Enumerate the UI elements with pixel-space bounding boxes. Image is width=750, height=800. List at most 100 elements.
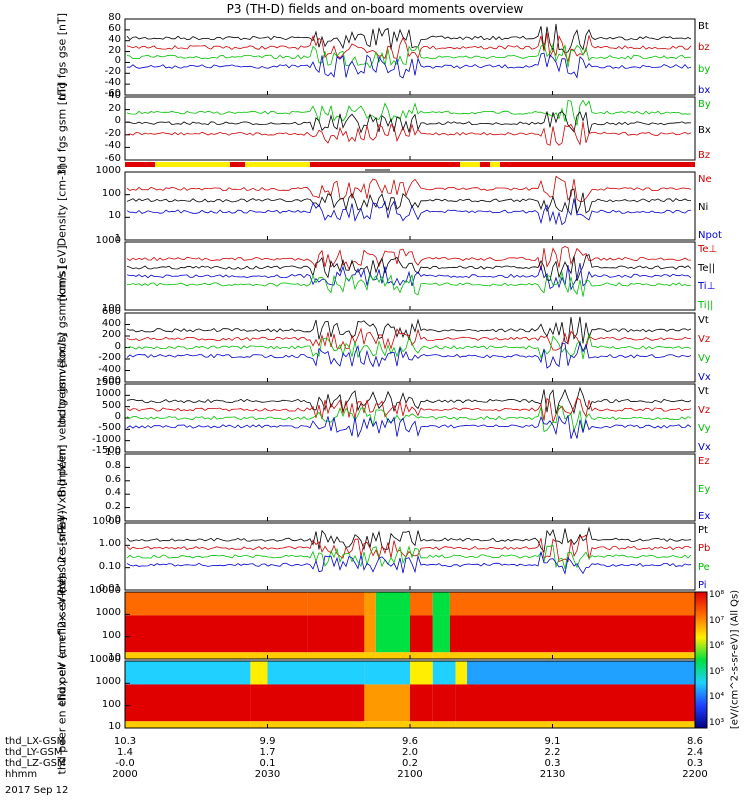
xrow-value-3-1: 2030	[254, 769, 281, 780]
series-4-3	[126, 341, 692, 369]
legend-5-3: Vx	[698, 442, 711, 453]
legend-4-3: Vx	[698, 372, 711, 383]
ytick-label-0-4: 0	[114, 55, 121, 67]
xrow-value-1-0: 1.4	[117, 747, 133, 758]
legend-6-1: Ey	[698, 483, 711, 495]
ytick-label-1-2: 0	[114, 115, 121, 127]
series-7-3	[126, 551, 692, 575]
panel-frame-2	[124, 171, 696, 241]
ytick-label-7-1: 1.00	[98, 538, 121, 550]
legend-4-1: Vz	[698, 334, 711, 345]
xrow-value-2-4: 0.3	[687, 758, 703, 769]
panel-frame-7	[124, 522, 696, 591]
date-label: 2017 Sep 12	[5, 785, 69, 796]
legend-3-3: Ti||	[698, 300, 714, 311]
ytick-label-5-0: 1500	[95, 377, 121, 388]
colorbar-tick-2: 10⁶	[709, 641, 725, 652]
legend-0-2: by	[698, 63, 711, 75]
panel-frame-0	[124, 18, 696, 96]
xrow-value-2-1: 0.1	[259, 758, 276, 769]
series-0-2	[126, 42, 692, 69]
flag-bar-segment-3	[245, 162, 310, 167]
xrow-value-2-2: 0.2	[402, 758, 418, 769]
spectrogram-9	[125, 661, 695, 728]
legend-7-3: Pi	[698, 580, 707, 591]
panel-frame-4	[124, 312, 696, 383]
ytick-label-8-2: 100	[101, 629, 121, 641]
legend-5-1: Vz	[698, 404, 711, 416]
xrow-value-2-3: 0.3	[544, 758, 561, 769]
colorbar-label: [eV/(cm^2-s-sr-eV)] (All Qs)	[729, 589, 741, 730]
ytick-label-9-0: 10000	[89, 654, 121, 665]
ytick-label-0-1: 60	[108, 22, 121, 34]
series-0-3	[127, 52, 692, 79]
flag-bar-segment-7	[490, 162, 500, 167]
ytick-label-3-1: 100	[101, 303, 121, 314]
flag-bar-segment-0	[125, 162, 155, 167]
ytick-label-4-0: 600	[101, 306, 121, 317]
series-3-0	[126, 246, 692, 271]
series-0-0	[126, 23, 692, 54]
ytick-label-2-1: 100	[101, 187, 121, 199]
xrow-value-0-0: 10.3	[113, 736, 137, 747]
xrow-value-1-3: 2.2	[544, 747, 561, 758]
ytick-label-7-2: 0.10	[98, 560, 121, 572]
legend-1-2: Bz	[698, 150, 711, 161]
ytick-label-6-5: 0.0	[105, 514, 121, 525]
xrow-value-0-2: 9.6	[402, 736, 418, 747]
ytick-label-6-3: 0.4	[105, 487, 121, 499]
xrow-value-0-4: 8.6	[687, 736, 703, 747]
colorbar-tick-5: 10³	[709, 718, 725, 728]
series-1-0	[126, 99, 692, 127]
flag-bar-segment-5	[460, 162, 480, 167]
legend-2-2: Npot	[698, 230, 722, 241]
ytick-label-1-0: 40	[108, 90, 121, 101]
ytick-label-4-4: -200	[98, 352, 121, 363]
series-0-1	[126, 32, 692, 63]
colorbar-tick-4: 10⁴	[709, 692, 725, 703]
legend-6-2: Ex	[698, 511, 711, 522]
ytick-label-5-2: 500	[101, 399, 121, 411]
xrow-label-0: thd_LX-GSM	[5, 736, 66, 747]
ytick-label-5-6: -1500	[91, 445, 121, 456]
xrow-label-3: hhmm	[5, 769, 38, 780]
panel-frame-5	[124, 383, 696, 453]
colorbar-tick-0: 10⁸	[709, 590, 725, 600]
series-1-1	[126, 111, 692, 134]
legend-2-0: Ne	[698, 174, 712, 185]
series-4-1	[126, 327, 692, 351]
legend-5-2: Vy	[698, 423, 711, 435]
ytick-label-0-6: -40	[104, 77, 121, 89]
xrow-value-0-1: 9.9	[259, 736, 276, 747]
legend-7-0: Pt	[698, 525, 708, 536]
xrow-label-1: thd_LY-GSM	[5, 747, 63, 758]
ytick-label-6-0: 1.0	[105, 447, 121, 458]
ytick-label-6-2: 0.6	[105, 473, 121, 485]
ytick-label-2-2: 10	[108, 210, 121, 222]
flag-bar-segment-4	[310, 162, 460, 167]
ytick-label-9-1: 1000	[95, 676, 121, 688]
ytick-label-5-5: -1000	[91, 433, 121, 445]
xrow-value-2-0: -0.0	[115, 758, 135, 769]
colorbar-tick-1: 10⁷	[709, 615, 725, 626]
flag-bar-segment-8	[500, 162, 695, 167]
ytick-label-1-4: -40	[104, 140, 121, 152]
series-3-1	[126, 254, 692, 282]
series-2-1	[126, 188, 692, 215]
spectrogram-8	[125, 592, 695, 659]
xrow-value-1-4: 2.4	[687, 747, 703, 758]
ytick-label-3-0: 1000	[95, 235, 121, 246]
xrow-value-1-2: 2.0	[402, 747, 418, 758]
legend-4-0: Vt	[698, 315, 709, 326]
ytick-label-5-1: 1000	[95, 388, 121, 400]
ytick-label-0-2: 40	[108, 33, 121, 45]
legend-7-2: Pe	[698, 561, 710, 573]
xrow-value-3-2: 2100	[397, 769, 423, 780]
series-2-2	[126, 198, 692, 226]
series-5-0	[126, 386, 692, 415]
ytick-label-4-1: 400	[101, 317, 121, 329]
legend-0-1: bz	[698, 42, 710, 54]
ytick-label-4-2: 200	[101, 329, 121, 340]
ytick-label-4-6: -600	[98, 375, 121, 386]
